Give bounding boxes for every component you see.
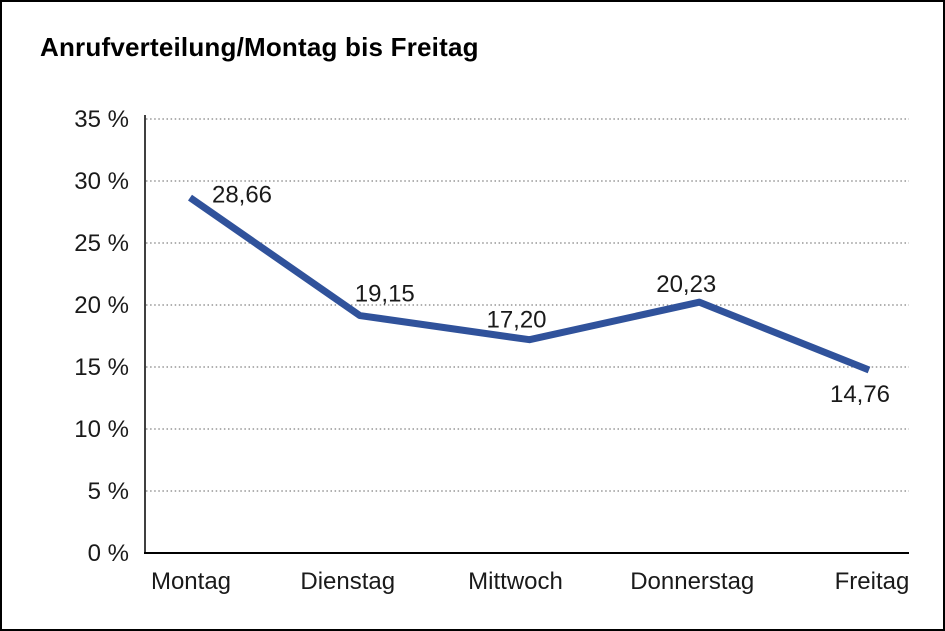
- series-line: [188, 194, 871, 374]
- y-tick-label: 25 %: [74, 230, 129, 257]
- y-tick-label: 15 %: [74, 354, 129, 381]
- y-tick-label: 0 %: [88, 540, 129, 567]
- y-tick-label: 20 %: [74, 292, 129, 319]
- y-tick-label: 10 %: [74, 416, 129, 443]
- chart-title: Anrufverteilung/Montag bis Freitag: [40, 32, 479, 62]
- data-label: 17,20: [486, 307, 546, 334]
- y-tick-label: 5 %: [88, 478, 129, 505]
- y-tick-label: 30 %: [74, 168, 129, 195]
- x-tick-label: Dienstag: [300, 568, 395, 595]
- x-tick-label: Freitag: [835, 568, 910, 595]
- data-label: 20,23: [656, 271, 716, 298]
- x-tick-label: Montag: [151, 568, 231, 595]
- data-label: 19,15: [355, 281, 415, 308]
- x-tick-label: Donnerstag: [630, 568, 754, 595]
- data-label: 14,76: [830, 381, 890, 408]
- y-tick-label: 35 %: [74, 106, 129, 133]
- x-tick-label: Mittwoch: [468, 568, 563, 595]
- data-label: 28,66: [212, 182, 272, 209]
